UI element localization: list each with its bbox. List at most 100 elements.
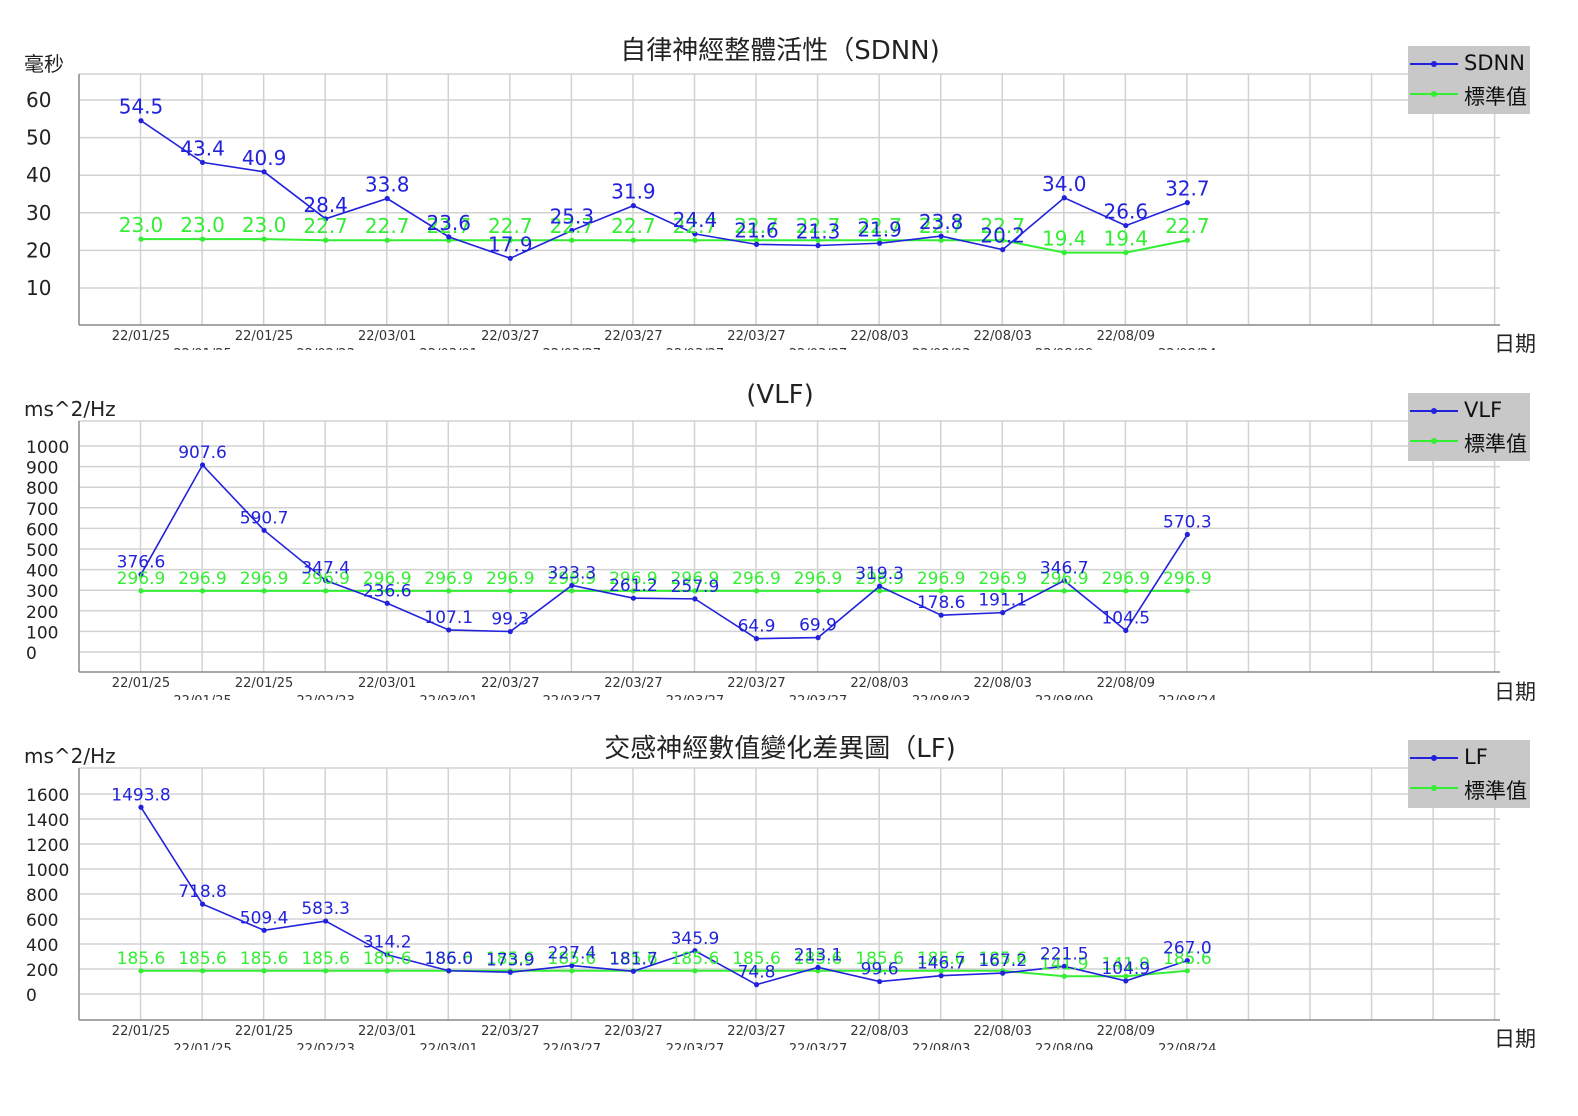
legend: SDNN 標準值 [1408,46,1530,114]
series-data-label: 107.1 [424,608,473,628]
standard-data-label: 296.9 [1163,569,1212,589]
standard-point [569,588,575,594]
x-tick-label: 22/03/01 [358,1024,416,1039]
series-data-label: 213.1 [794,945,843,965]
series-point [1000,247,1006,253]
series-point [384,952,390,958]
y-tick-label: 600 [26,520,58,540]
series-point [938,612,944,618]
x-tick-label: 22/01/25 [112,676,170,691]
series-point [938,973,944,979]
series-point [138,571,144,578]
y-tick-label: 10 [26,276,51,300]
series-data-label: 261.2 [609,576,658,596]
x-tick-label: 22/03/01 [358,329,416,344]
x-tick-label: 22/03/27 [481,329,539,344]
standard-point [753,968,760,974]
legend-label: VLF [1464,398,1503,422]
series-data-label: 221.5 [1040,944,1089,964]
standard-data-label: 296.9 [671,569,720,589]
x-tick-label: 22/02/23 [296,694,354,700]
standard-data-label: 185.6 [178,949,227,969]
x-tick-label: 22/08/03 [974,676,1032,691]
x-tick-label: 22/08/09 [1097,329,1155,344]
x-tick-label: 22/03/01 [358,676,416,691]
series-data-label: 32.7 [1165,177,1210,201]
x-tick-label: 22/08/03 [850,676,908,691]
standard-point [323,237,329,243]
series-point [384,195,390,202]
series-point [323,216,329,222]
standard-data-label: 22.7 [734,214,779,238]
x-tick-label: 22/01/25 [173,1042,231,1050]
series-point [692,948,698,954]
x-tick-label: 22/03/27 [727,329,785,344]
x-tick-label: 22/08/09 [1035,694,1093,700]
series-point [138,804,144,810]
series-data-label: 33.8 [365,173,410,197]
legend-item-series: LF [1408,743,1530,773]
legend-label: 標準值 [1464,779,1527,803]
x-tick-label: 22/08/03 [912,1042,970,1050]
standard-point [1123,973,1129,979]
series-point [446,968,452,974]
series-data-label: 257.9 [671,577,720,597]
standard-data-label: 296.9 [855,569,904,589]
x-tick-label: 22/08/24 [1158,1042,1216,1050]
standard-point [1061,250,1067,256]
standard-point [323,588,329,594]
standard-point [1000,588,1006,594]
standard-point [753,588,760,594]
series-data-label: 69.9 [799,616,837,636]
series-data-label: 25.3 [550,204,595,228]
series-data-label: 64.9 [738,617,776,637]
series-point [199,462,206,468]
standard-data-label: 141.9 [1101,954,1150,974]
series-data-label: 376.6 [117,552,166,572]
series-point [323,577,329,584]
x-tick-label: 22/08/03 [850,329,908,344]
y-tick-label: 40 [26,163,51,187]
series-point [630,968,637,974]
standard-data-label: 185.6 [548,949,597,969]
standard-data-label: 296.9 [424,569,473,589]
series-data-label: 570.3 [1163,513,1212,533]
standard-line [141,969,1188,978]
legend-item-series: VLF [1408,396,1530,426]
y-tick-label: 400 [26,936,58,956]
x-tick-label: 22/03/27 [727,1024,785,1039]
series-point [199,901,206,907]
standard-data-label: 296.9 [732,569,781,589]
standard-data-label: 22.7 [426,214,471,238]
standard-point [384,968,390,974]
standard-data-label: 23.0 [242,213,287,237]
standard-data-label: 296.9 [1040,569,1089,589]
series-data-label: 24.4 [673,208,718,232]
series-data-label: 907.6 [178,443,227,463]
x-tick-label: 22/08/24 [1158,347,1216,350]
standard-point [1061,588,1067,594]
series-data-label: 345.9 [671,929,720,949]
series-data-label: 718.8 [178,882,227,902]
standard-data-label: 296.9 [178,569,227,589]
series-data-label: 23.8 [919,210,964,234]
standard-point [138,588,144,594]
lf-plot: 0200400600800100012001400160022/01/2522/… [26,767,1500,1050]
series-point [1123,978,1129,984]
y-tick-label: 200 [26,603,58,623]
series-point [815,242,821,249]
standard-data-label: 296.9 [301,569,350,589]
standard-point [323,968,329,974]
standard-point [199,236,206,242]
series-line [140,120,1188,260]
series-point [1123,627,1129,634]
series-data-label: 347.4 [301,558,350,578]
series-data-label: 20.2 [980,224,1025,248]
series-point [877,978,883,985]
standard-point [1123,250,1129,256]
legend: LF 標準值 [1408,740,1530,808]
standard-data-label: 185.6 [240,949,289,969]
standard-point [877,588,883,594]
